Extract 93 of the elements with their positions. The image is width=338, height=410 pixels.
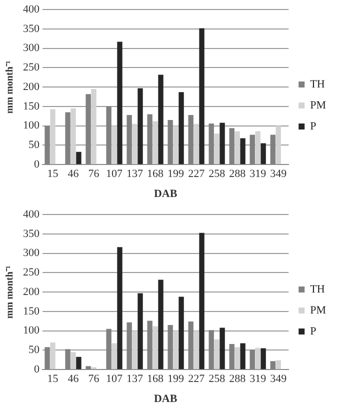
legend-label: P: [310, 120, 316, 132]
bar: [132, 124, 138, 164]
bar: [70, 108, 76, 164]
legend-label: TH: [310, 78, 325, 90]
x-tick-label: 46: [68, 168, 80, 180]
bar: [76, 356, 82, 370]
bar: [91, 89, 96, 164]
bar: [158, 74, 164, 164]
y-tick-label: 400: [23, 208, 40, 220]
bar: [76, 152, 82, 164]
bar: [234, 131, 240, 164]
y-tick-label: 0: [34, 158, 40, 170]
bar: [178, 296, 184, 370]
x-tick-label: 199: [168, 168, 185, 180]
x-tick-label: 258: [208, 168, 226, 180]
x-tick-label: 46: [68, 373, 80, 386]
bar: [240, 138, 246, 164]
bar: [178, 92, 184, 164]
bar: [255, 131, 260, 164]
y-tick-label: 50: [28, 139, 40, 152]
x-tick-label: 107: [106, 168, 124, 180]
bar: [50, 109, 56, 164]
bar: [260, 143, 266, 164]
bar: [112, 126, 117, 164]
x-tick-label: 319: [250, 373, 267, 386]
x-tick-label: 168: [147, 168, 164, 180]
y-tick-label: 150: [23, 100, 40, 112]
y-tick-label: 150: [23, 305, 40, 318]
x-tick-label: 199: [168, 373, 185, 386]
y-tick-label: 200: [23, 80, 40, 93]
y-tick-label: 100: [23, 120, 40, 132]
x-axis-title: DAB: [154, 393, 178, 406]
y-tick-label: 0: [34, 363, 40, 376]
bar: [276, 360, 281, 370]
bar: [158, 280, 164, 370]
bar: [173, 330, 178, 370]
y-axis-title: mm month⁻¹: [4, 60, 16, 114]
x-tick-label: 258: [208, 373, 226, 386]
x-tick-label: 15: [47, 168, 59, 180]
legend-label: PM: [310, 99, 326, 112]
y-tick-label: 300: [23, 42, 40, 54]
bar: [50, 342, 56, 370]
legend-label: TH: [310, 283, 325, 296]
bar: [276, 126, 281, 164]
bar: [214, 339, 220, 370]
y-tick-label: 50: [28, 344, 40, 356]
bar: [194, 330, 199, 370]
y-tick-label: 250: [23, 62, 40, 74]
x-tick-label: 76: [88, 373, 100, 386]
bar: [117, 42, 122, 164]
x-tick-label: 107: [106, 373, 124, 386]
y-tick-label: 100: [23, 324, 40, 337]
x-tick-label: 137: [126, 373, 144, 386]
x-tick-label: 288: [229, 168, 246, 180]
legend-label: PM: [310, 304, 326, 316]
bar: [112, 343, 117, 370]
bar: [117, 247, 122, 370]
bar: [234, 347, 240, 370]
x-tick-label: 76: [88, 168, 100, 180]
x-tick-label: 349: [270, 373, 288, 386]
bar: [173, 126, 178, 164]
x-tick-label: 227: [188, 373, 206, 386]
bar: [199, 28, 204, 164]
y-tick-label: 250: [23, 266, 40, 279]
y-tick-label: 350: [23, 22, 40, 35]
x-tick-label: 288: [229, 373, 246, 386]
x-tick-label: 227: [188, 168, 206, 180]
x-tick-label: 319: [250, 168, 267, 180]
bar: [260, 348, 266, 370]
x-axis-title: DAB: [154, 188, 178, 200]
bar: [199, 232, 204, 370]
bar: [138, 88, 143, 164]
bar: [255, 348, 260, 370]
x-tick-label: 15: [47, 373, 59, 386]
y-tick-label: 200: [23, 286, 40, 298]
x-tick-label: 168: [147, 373, 164, 386]
bar: [214, 134, 220, 164]
x-tick-label: 137: [126, 168, 144, 180]
bar: [132, 330, 138, 370]
y-tick-label: 350: [23, 228, 40, 240]
y-tick-label: 400: [23, 3, 40, 16]
bar: [220, 328, 225, 370]
bar: [194, 124, 199, 164]
bar: [70, 352, 76, 370]
y-tick-label: 300: [23, 247, 40, 260]
bar: [220, 122, 225, 164]
legend-label: P: [310, 325, 316, 338]
x-tick-label: 349: [270, 168, 288, 180]
bar: [138, 293, 143, 370]
y-axis-title: mm month⁻¹: [4, 266, 16, 319]
bar: [240, 343, 246, 370]
bar: [152, 326, 158, 370]
bar: [152, 121, 158, 164]
